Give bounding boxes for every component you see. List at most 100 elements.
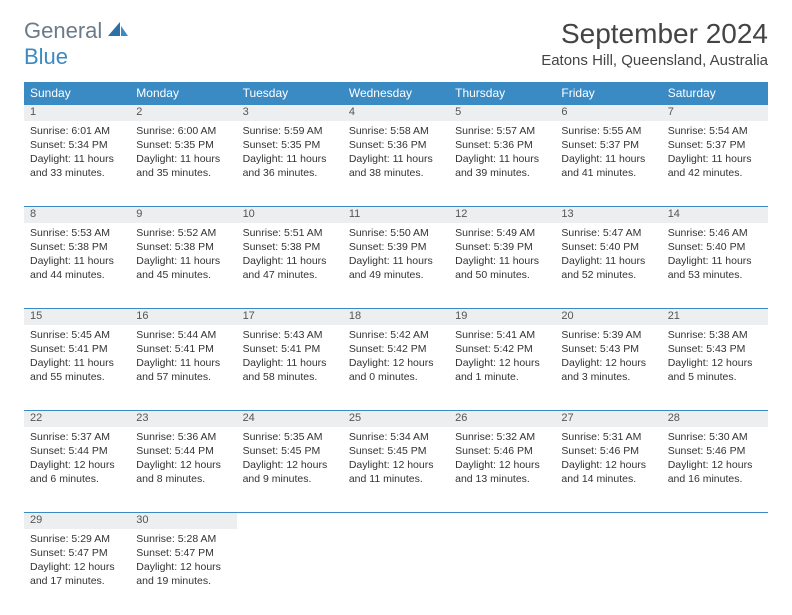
sunrise-line: Sunrise: 5:58 AM xyxy=(349,124,443,138)
day-cell: Sunrise: 5:58 AMSunset: 5:36 PMDaylight:… xyxy=(343,121,449,207)
daylight-line: Daylight: 12 hours and 17 minutes. xyxy=(30,560,124,588)
day-number: 28 xyxy=(662,411,768,427)
title-block: September 2024 Eatons Hill, Queensland, … xyxy=(541,18,768,69)
sunrise-line: Sunrise: 5:55 AM xyxy=(561,124,655,138)
day-cell: Sunrise: 5:42 AMSunset: 5:42 PMDaylight:… xyxy=(343,325,449,411)
sunset-line: Sunset: 5:45 PM xyxy=(349,444,443,458)
sunset-line: Sunset: 5:46 PM xyxy=(668,444,762,458)
sunset-line: Sunset: 5:43 PM xyxy=(668,342,762,356)
daylight-line: Daylight: 12 hours and 13 minutes. xyxy=(455,458,549,486)
sunrise-line: Sunrise: 5:44 AM xyxy=(136,328,230,342)
sunset-line: Sunset: 5:42 PM xyxy=(455,342,549,356)
daylight-line: Daylight: 12 hours and 9 minutes. xyxy=(243,458,337,486)
day-number xyxy=(237,513,343,529)
sunset-line: Sunset: 5:47 PM xyxy=(136,546,230,560)
sunrise-line: Sunrise: 5:49 AM xyxy=(455,226,549,240)
day-cell xyxy=(237,529,343,615)
day-number: 16 xyxy=(130,309,236,325)
sunset-line: Sunset: 5:46 PM xyxy=(561,444,655,458)
day-header: Wednesday xyxy=(343,82,449,105)
day-number: 15 xyxy=(24,309,130,325)
day-cell: Sunrise: 5:53 AMSunset: 5:38 PMDaylight:… xyxy=(24,223,130,309)
day-cell: Sunrise: 5:37 AMSunset: 5:44 PMDaylight:… xyxy=(24,427,130,513)
day-number-row: 22232425262728 xyxy=(24,411,768,427)
daylight-line: Daylight: 12 hours and 14 minutes. xyxy=(561,458,655,486)
sunrise-line: Sunrise: 5:39 AM xyxy=(561,328,655,342)
sunrise-line: Sunrise: 5:42 AM xyxy=(349,328,443,342)
day-cell xyxy=(449,529,555,615)
day-number: 9 xyxy=(130,207,236,223)
daylight-line: Daylight: 11 hours and 42 minutes. xyxy=(668,152,762,180)
daylight-line: Daylight: 11 hours and 33 minutes. xyxy=(30,152,124,180)
day-data-row: Sunrise: 5:29 AMSunset: 5:47 PMDaylight:… xyxy=(24,529,768,615)
sunrise-line: Sunrise: 5:35 AM xyxy=(243,430,337,444)
day-number: 11 xyxy=(343,207,449,223)
sunrise-line: Sunrise: 5:45 AM xyxy=(30,328,124,342)
day-number: 23 xyxy=(130,411,236,427)
sunset-line: Sunset: 5:36 PM xyxy=(349,138,443,152)
daylight-line: Daylight: 11 hours and 41 minutes. xyxy=(561,152,655,180)
daylight-line: Daylight: 11 hours and 36 minutes. xyxy=(243,152,337,180)
daylight-line: Daylight: 11 hours and 50 minutes. xyxy=(455,254,549,282)
sunset-line: Sunset: 5:38 PM xyxy=(243,240,337,254)
day-cell: Sunrise: 5:54 AMSunset: 5:37 PMDaylight:… xyxy=(662,121,768,207)
day-cell: Sunrise: 5:36 AMSunset: 5:44 PMDaylight:… xyxy=(130,427,236,513)
day-number: 20 xyxy=(555,309,661,325)
day-header-row: SundayMondayTuesdayWednesdayThursdayFrid… xyxy=(24,82,768,105)
sunrise-line: Sunrise: 5:53 AM xyxy=(30,226,124,240)
day-number: 14 xyxy=(662,207,768,223)
day-cell xyxy=(555,529,661,615)
day-number: 18 xyxy=(343,309,449,325)
sunset-line: Sunset: 5:47 PM xyxy=(30,546,124,560)
month-title: September 2024 xyxy=(541,18,768,50)
daylight-line: Daylight: 12 hours and 6 minutes. xyxy=(30,458,124,486)
day-header: Tuesday xyxy=(237,82,343,105)
sunrise-line: Sunrise: 5:38 AM xyxy=(668,328,762,342)
day-cell xyxy=(343,529,449,615)
sunrise-line: Sunrise: 5:50 AM xyxy=(349,226,443,240)
sunset-line: Sunset: 5:39 PM xyxy=(349,240,443,254)
day-cell: Sunrise: 5:31 AMSunset: 5:46 PMDaylight:… xyxy=(555,427,661,513)
sunset-line: Sunset: 5:37 PM xyxy=(668,138,762,152)
day-header: Sunday xyxy=(24,82,130,105)
sunrise-line: Sunrise: 5:28 AM xyxy=(136,532,230,546)
day-cell: Sunrise: 5:57 AMSunset: 5:36 PMDaylight:… xyxy=(449,121,555,207)
sunrise-line: Sunrise: 5:36 AM xyxy=(136,430,230,444)
day-number xyxy=(449,513,555,529)
sunrise-line: Sunrise: 5:46 AM xyxy=(668,226,762,240)
sunset-line: Sunset: 5:44 PM xyxy=(30,444,124,458)
day-number: 13 xyxy=(555,207,661,223)
day-number: 21 xyxy=(662,309,768,325)
day-number: 2 xyxy=(130,105,236,121)
day-number: 27 xyxy=(555,411,661,427)
daylight-line: Daylight: 12 hours and 8 minutes. xyxy=(136,458,230,486)
day-number-row: 15161718192021 xyxy=(24,309,768,325)
daylight-line: Daylight: 12 hours and 16 minutes. xyxy=(668,458,762,486)
daylight-line: Daylight: 12 hours and 11 minutes. xyxy=(349,458,443,486)
day-cell: Sunrise: 5:55 AMSunset: 5:37 PMDaylight:… xyxy=(555,121,661,207)
daylight-line: Daylight: 11 hours and 52 minutes. xyxy=(561,254,655,282)
daylight-line: Daylight: 12 hours and 0 minutes. xyxy=(349,356,443,384)
sunrise-line: Sunrise: 6:00 AM xyxy=(136,124,230,138)
day-number: 22 xyxy=(24,411,130,427)
daylight-line: Daylight: 11 hours and 58 minutes. xyxy=(243,356,337,384)
day-number: 5 xyxy=(449,105,555,121)
day-number: 26 xyxy=(449,411,555,427)
sunrise-line: Sunrise: 5:59 AM xyxy=(243,124,337,138)
daylight-line: Daylight: 11 hours and 49 minutes. xyxy=(349,254,443,282)
day-cell: Sunrise: 5:28 AMSunset: 5:47 PMDaylight:… xyxy=(130,529,236,615)
sunset-line: Sunset: 5:36 PM xyxy=(455,138,549,152)
day-data-row: Sunrise: 5:45 AMSunset: 5:41 PMDaylight:… xyxy=(24,325,768,411)
day-header: Friday xyxy=(555,82,661,105)
day-number-row: 2930 xyxy=(24,513,768,529)
daylight-line: Daylight: 12 hours and 19 minutes. xyxy=(136,560,230,588)
day-number: 12 xyxy=(449,207,555,223)
sunrise-line: Sunrise: 5:47 AM xyxy=(561,226,655,240)
day-cell: Sunrise: 5:32 AMSunset: 5:46 PMDaylight:… xyxy=(449,427,555,513)
sunset-line: Sunset: 5:44 PM xyxy=(136,444,230,458)
day-cell: Sunrise: 5:30 AMSunset: 5:46 PMDaylight:… xyxy=(662,427,768,513)
day-header: Thursday xyxy=(449,82,555,105)
day-cell: Sunrise: 5:34 AMSunset: 5:45 PMDaylight:… xyxy=(343,427,449,513)
day-number: 8 xyxy=(24,207,130,223)
day-cell: Sunrise: 5:51 AMSunset: 5:38 PMDaylight:… xyxy=(237,223,343,309)
